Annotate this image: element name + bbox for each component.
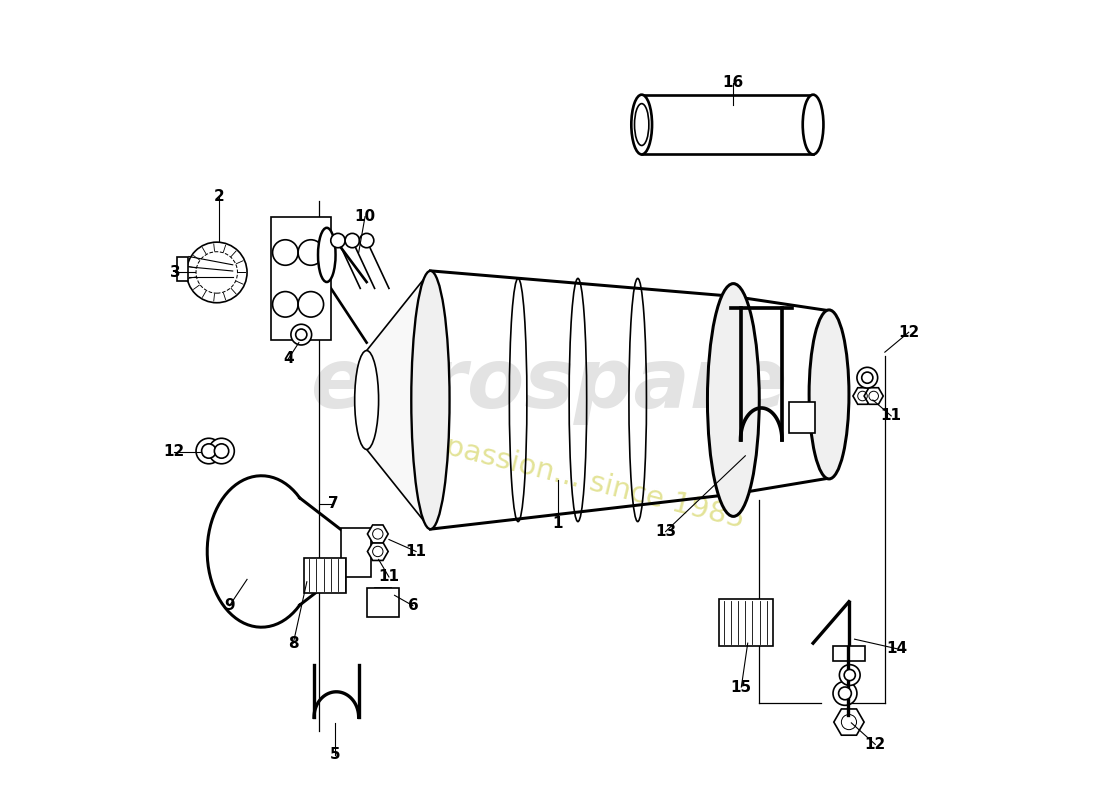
Polygon shape (367, 542, 388, 561)
Bar (789, 402, 815, 434)
Circle shape (345, 234, 360, 248)
Circle shape (201, 444, 216, 458)
Polygon shape (865, 388, 883, 404)
Text: 5: 5 (329, 747, 340, 762)
Bar (305, 558, 345, 593)
Text: eurospare: eurospare (311, 343, 789, 425)
Text: 9: 9 (224, 598, 234, 613)
Text: 11: 11 (378, 570, 399, 585)
Text: 10: 10 (354, 209, 375, 224)
Ellipse shape (810, 310, 849, 479)
Text: 6: 6 (407, 598, 418, 613)
Text: a passion... since 1985: a passion... since 1985 (416, 426, 748, 534)
Text: 1: 1 (552, 516, 563, 531)
Text: 4: 4 (283, 351, 294, 366)
Text: 8: 8 (288, 636, 298, 650)
Polygon shape (366, 271, 430, 529)
Text: 11: 11 (881, 409, 902, 423)
Ellipse shape (411, 271, 450, 529)
Bar (719, 599, 773, 646)
Circle shape (296, 329, 307, 340)
Circle shape (331, 234, 345, 248)
Ellipse shape (318, 228, 336, 282)
Polygon shape (852, 388, 872, 404)
Bar (177, 258, 188, 282)
Text: 11: 11 (406, 544, 427, 559)
Circle shape (838, 687, 851, 700)
Circle shape (290, 324, 311, 345)
Text: 3: 3 (170, 265, 180, 280)
Circle shape (209, 438, 234, 464)
Ellipse shape (631, 94, 652, 154)
Circle shape (360, 234, 374, 248)
Text: 12: 12 (163, 444, 185, 459)
Text: 16: 16 (723, 75, 744, 90)
Bar (366, 588, 398, 617)
Circle shape (214, 444, 229, 458)
Circle shape (196, 438, 221, 464)
Circle shape (839, 665, 860, 686)
Polygon shape (367, 525, 388, 543)
Circle shape (187, 242, 248, 302)
Circle shape (196, 252, 238, 293)
Ellipse shape (803, 94, 824, 154)
Text: 7: 7 (328, 496, 339, 511)
Polygon shape (271, 217, 331, 340)
Text: 2: 2 (213, 190, 224, 204)
Ellipse shape (635, 104, 649, 146)
Polygon shape (834, 709, 865, 735)
Text: 15: 15 (730, 679, 752, 694)
Text: 12: 12 (865, 737, 886, 752)
Circle shape (833, 682, 857, 706)
Text: 12: 12 (898, 325, 920, 340)
Bar (833, 646, 865, 661)
Circle shape (861, 372, 873, 383)
Bar (341, 527, 372, 577)
Circle shape (844, 670, 856, 681)
Ellipse shape (707, 284, 759, 516)
Circle shape (857, 367, 878, 388)
Text: 13: 13 (654, 524, 676, 539)
Ellipse shape (354, 350, 378, 450)
Text: 14: 14 (887, 642, 907, 656)
Bar (641, 94, 813, 154)
